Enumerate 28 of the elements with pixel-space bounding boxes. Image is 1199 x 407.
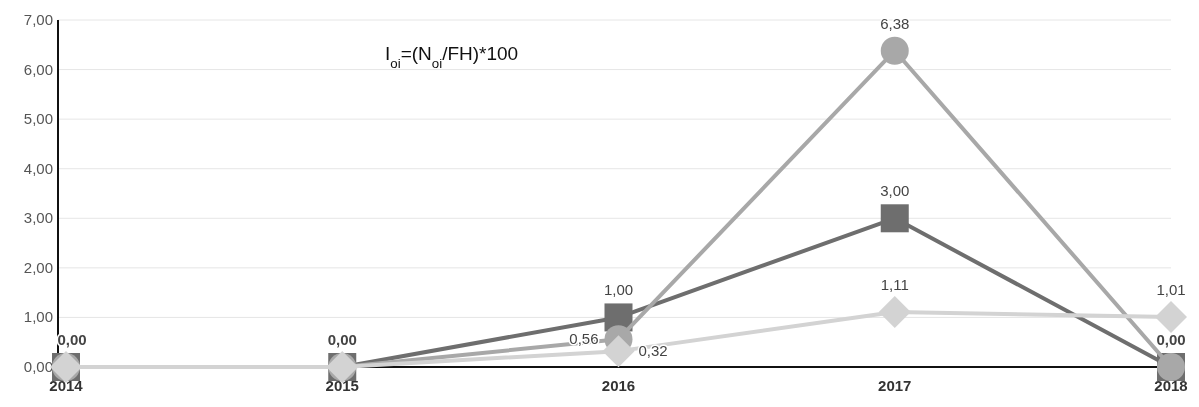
y-tick-label: 6,00	[23, 60, 53, 78]
x-tick-label: 2018	[1154, 377, 1188, 394]
data-label: 0,00	[327, 331, 357, 348]
data-label: 1,00	[603, 281, 634, 299]
y-tick-label: 3,00	[23, 209, 53, 227]
x-tick-label: 2015	[325, 377, 359, 394]
data-label: 0,00	[1156, 331, 1186, 348]
data-label: 1,01	[1156, 280, 1186, 298]
y-tick-label: 1,00	[23, 308, 53, 326]
point	[878, 295, 911, 328]
point	[880, 204, 909, 233]
point	[602, 335, 635, 368]
data-label: 3,00	[880, 182, 910, 200]
data-label: 1,11	[880, 275, 909, 293]
data-label: 6,38	[880, 14, 910, 32]
annotation: I$_{oi}$=(N$_{oi}$/FH)*100	[385, 43, 519, 71]
y-tick-label: 5,00	[23, 110, 53, 128]
y-tick-label: 2,00	[23, 258, 53, 276]
x-tick-label: 2014	[49, 377, 84, 394]
y-tick-label: 7,00	[23, 11, 53, 28]
y-tick-label: 0,00	[23, 358, 53, 375]
data-label: 0,32	[638, 342, 668, 360]
y-tick-label: 4,00	[23, 159, 53, 177]
data-label: 0,56	[569, 330, 599, 348]
point	[1155, 300, 1187, 333]
x-tick-label: 2017	[878, 377, 912, 394]
x-tick-label: 2016	[601, 377, 636, 394]
point	[880, 36, 909, 65]
